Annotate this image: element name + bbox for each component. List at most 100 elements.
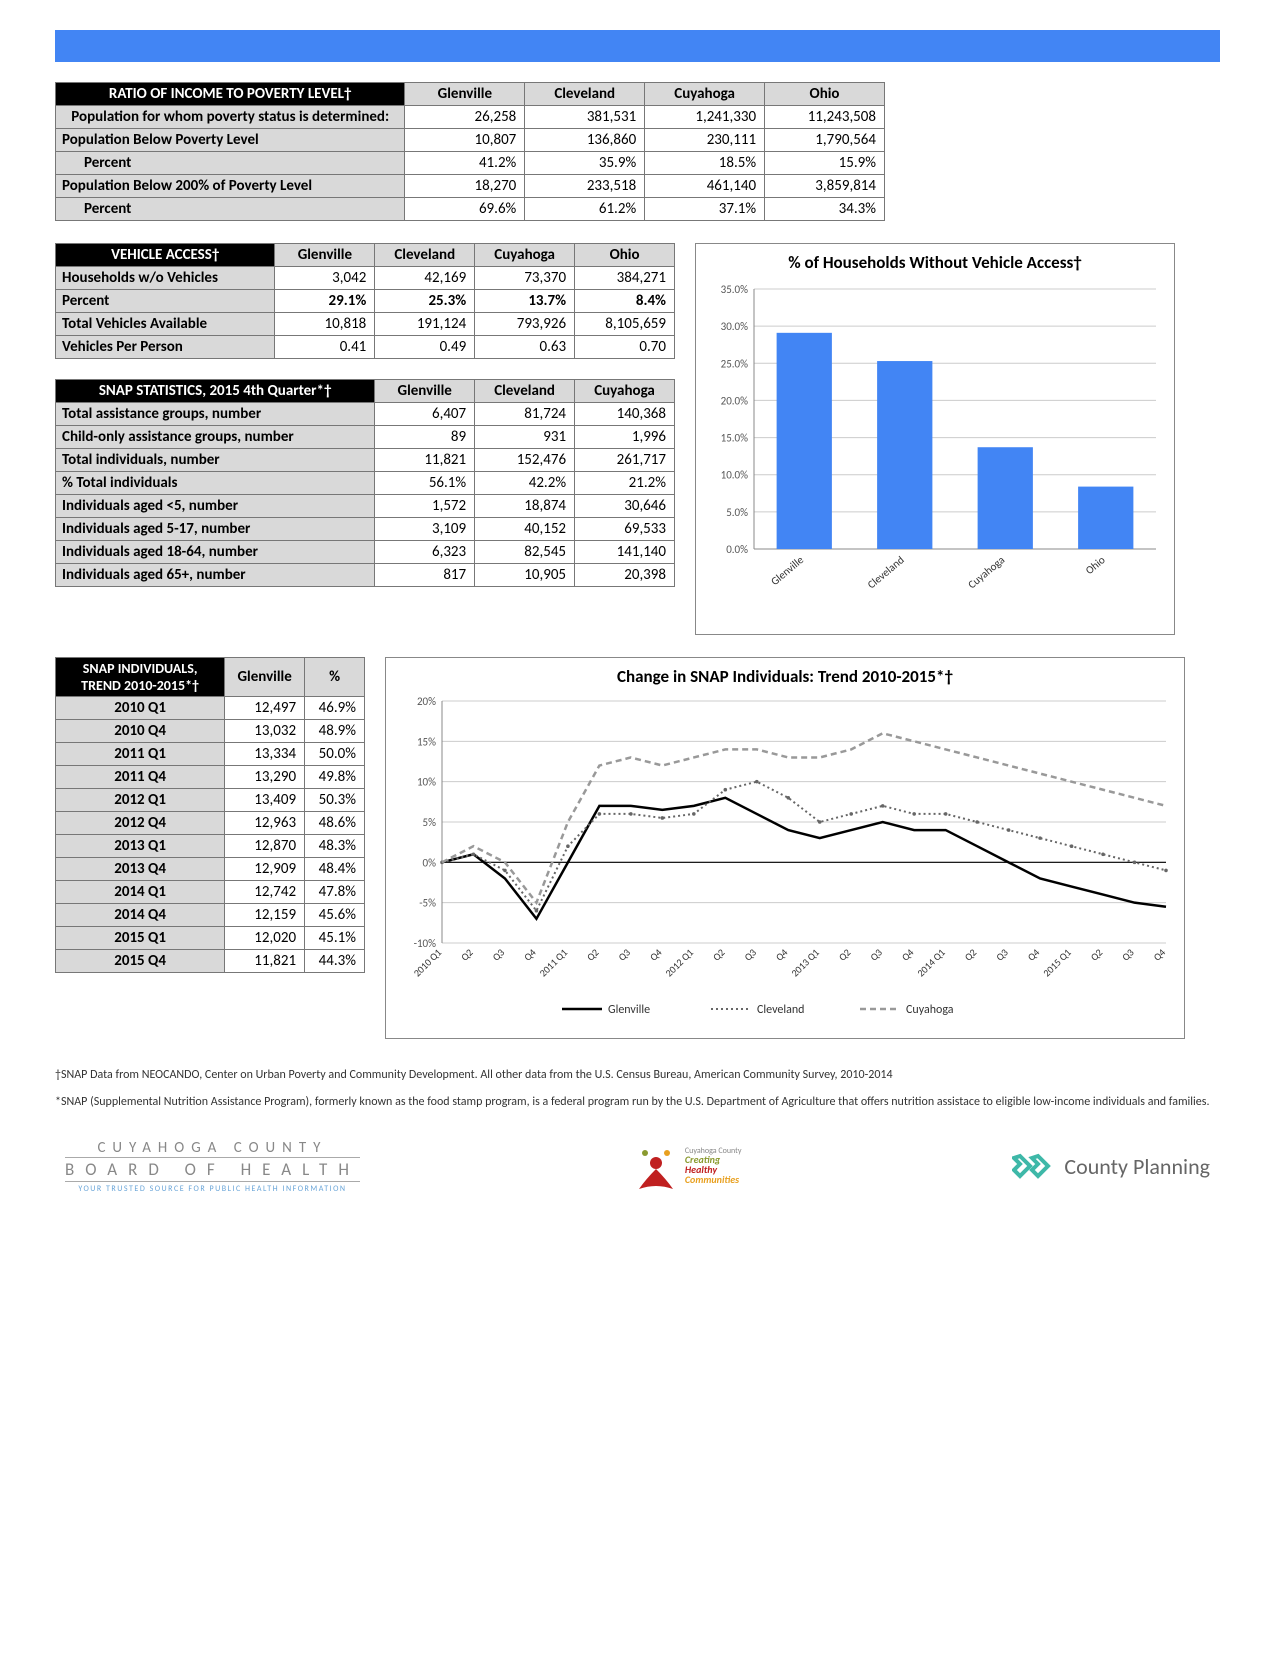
- poverty-table-section: RATIO OF INCOME TO POVERTY LEVEL† Glenvi…: [55, 82, 1220, 221]
- svg-text:35.0%: 35.0%: [721, 283, 749, 296]
- table-row: Population Below Poverty Level 10,807 13…: [56, 129, 885, 152]
- svg-text:2011 Q1: 2011 Q1: [537, 946, 570, 979]
- creating-healthy-icon: [631, 1141, 681, 1191]
- svg-text:Q4: Q4: [521, 946, 539, 964]
- svg-text:5%: 5%: [423, 816, 437, 829]
- svg-text:Q3: Q3: [615, 946, 633, 964]
- top-blue-bar: [55, 30, 1220, 62]
- table-row: Population Below 200% of Poverty Level 1…: [56, 175, 885, 198]
- bar-chart: 0.0% 5.0% 10.0% 15.0% 20.0% 25.0% 30.0% 35.0% Gl…: [706, 279, 1166, 619]
- table-row: Percent 41.2% 35.9% 18.5% 15.9%: [56, 152, 885, 175]
- svg-text:10%: 10%: [417, 776, 436, 789]
- svg-text:Cleveland: Cleveland: [865, 553, 907, 591]
- table-row: Percent29.1%25.3%13.7%8.4%: [56, 290, 675, 313]
- col-cleveland: Cleveland: [525, 83, 645, 106]
- table-row: 2012 Q412,96348.6%: [56, 812, 365, 835]
- table-row: Individuals aged <5, number1,57218,87430…: [56, 495, 675, 518]
- vehicle-table: VEHICLE ACCESS† Glenville Cleveland Cuya…: [55, 243, 675, 359]
- table-row: % Total individuals56.1%42.2%21.2%: [56, 472, 675, 495]
- table-row: 2015 Q112,02045.1%: [56, 927, 365, 950]
- svg-text:Ohio: Ohio: [1083, 553, 1108, 577]
- table-row: Percent 69.6% 61.2% 37.1% 34.3%: [56, 198, 885, 221]
- poverty-first-label: Population for whom poverty status is de…: [56, 106, 405, 129]
- table-row: Total assistance groups, number6,40781,7…: [56, 403, 675, 426]
- table-row: Total Vehicles Available10,818191,124793…: [56, 313, 675, 336]
- svg-text:Q2: Q2: [1088, 946, 1106, 964]
- table-row: 2015 Q411,82144.3%: [56, 950, 365, 973]
- trend-row: SNAP INDIVIDUALS, TREND 2010-2015*† Glen…: [55, 657, 1220, 1039]
- poverty-table: RATIO OF INCOME TO POVERTY LEVEL† Glenvi…: [55, 82, 885, 221]
- footnote-1: †SNAP Data from NEOCANDO, Center on Urba…: [55, 1067, 1220, 1084]
- svg-text:2010 Q1: 2010 Q1: [411, 946, 444, 979]
- col-glenville: Glenville: [405, 83, 525, 106]
- svg-text:Q3: Q3: [490, 946, 508, 964]
- svg-text:Q4: Q4: [899, 946, 917, 964]
- svg-text:Q4: Q4: [1025, 946, 1043, 964]
- col-cuyahoga: Cuyahoga: [645, 83, 765, 106]
- svg-text:Q3: Q3: [1119, 946, 1137, 964]
- table-row: Child-only assistance groups, number8993…: [56, 426, 675, 449]
- table-row: 2011 Q413,29049.8%: [56, 766, 365, 789]
- table-row: Households w/o Vehicles3,04242,16973,370…: [56, 267, 675, 290]
- vehicle-title: VEHICLE ACCESS†: [56, 244, 275, 267]
- svg-text:Q2: Q2: [458, 946, 476, 964]
- bar-chart-container: % of Households Without Vehicle Access† …: [695, 243, 1175, 635]
- svg-text:0%: 0%: [423, 856, 437, 869]
- svg-text:15%: 15%: [417, 735, 436, 748]
- svg-text:5.0%: 5.0%: [726, 506, 748, 519]
- svg-text:Q3: Q3: [867, 946, 885, 964]
- logo-board-of-health: CUYAHOGA COUNTY BOARD OF HEALTH YOUR TRU…: [65, 1139, 360, 1194]
- svg-text:10.0%: 10.0%: [721, 469, 749, 482]
- svg-text:15.0%: 15.0%: [721, 432, 749, 445]
- bar-chart-title: % of Households Without Vehicle Access†: [706, 252, 1164, 273]
- logo-county-planning: County Planning: [1012, 1148, 1210, 1184]
- line-chart-title: Change in SNAP Individuals: Trend 2010-2…: [396, 666, 1174, 687]
- svg-text:Q4: Q4: [647, 946, 665, 964]
- table-row: 2013 Q412,90948.4%: [56, 858, 365, 881]
- svg-text:Glenville: Glenville: [768, 553, 806, 588]
- trend-table: SNAP INDIVIDUALS, TREND 2010-2015*† Glen…: [55, 657, 365, 973]
- svg-text:25.0%: 25.0%: [721, 357, 749, 370]
- table-row: 2014 Q112,74247.8%: [56, 881, 365, 904]
- svg-text:Q3: Q3: [993, 946, 1011, 964]
- table-row: 2011 Q113,33450.0%: [56, 743, 365, 766]
- svg-text:30.0%: 30.0%: [721, 320, 749, 333]
- svg-text:Cuyahoga: Cuyahoga: [965, 553, 1007, 591]
- table-row: 2013 Q112,87048.3%: [56, 835, 365, 858]
- table-row: 2010 Q112,49746.9%: [56, 697, 365, 720]
- footnote-2: *SNAP (Supplemental Nutrition Assistance…: [55, 1094, 1220, 1111]
- svg-text:Q2: Q2: [710, 946, 728, 964]
- svg-text:Q4: Q4: [1151, 946, 1169, 964]
- svg-text:Q2: Q2: [962, 946, 980, 964]
- chain-icon: [1012, 1148, 1056, 1184]
- logos-row: CUYAHOGA COUNTY BOARD OF HEALTH YOUR TRU…: [55, 1139, 1220, 1194]
- col-ohio: Ohio: [765, 83, 885, 106]
- svg-text:Cleveland: Cleveland: [757, 1003, 804, 1017]
- table-row: Total individuals, number11,821152,47626…: [56, 449, 675, 472]
- svg-text:Q2: Q2: [836, 946, 854, 964]
- svg-text:Q2: Q2: [584, 946, 602, 964]
- svg-text:2014 Q1: 2014 Q1: [914, 946, 947, 979]
- snap-title: SNAP STATISTICS, 2015 4th Quarter*†: [56, 380, 375, 403]
- svg-text:20.0%: 20.0%: [721, 394, 749, 407]
- table-row: Individuals aged 65+, number81710,90520,…: [56, 564, 675, 587]
- svg-text:0.0%: 0.0%: [726, 543, 748, 556]
- svg-text:2015 Q1: 2015 Q1: [1040, 946, 1073, 979]
- svg-text:Cuyahoga: Cuyahoga: [906, 1003, 954, 1017]
- table-row: Vehicles Per Person0.410.490.630.70: [56, 336, 675, 359]
- logo-creating-healthy: Cuyahoga County Creating Healthy Communi…: [631, 1141, 742, 1191]
- table-row: Individuals aged 5-17, number3,10940,152…: [56, 518, 675, 541]
- table-row: 2014 Q412,15945.6%: [56, 904, 365, 927]
- table-row: 2010 Q413,03248.9%: [56, 720, 365, 743]
- svg-text:20%: 20%: [417, 695, 436, 708]
- line-chart-container: Change in SNAP Individuals: Trend 2010-2…: [385, 657, 1185, 1039]
- svg-text:2013 Q1: 2013 Q1: [788, 946, 821, 979]
- svg-text:-5%: -5%: [419, 897, 436, 910]
- poverty-title: RATIO OF INCOME TO POVERTY LEVEL†: [56, 83, 405, 106]
- trend-title: SNAP INDIVIDUALS, TREND 2010-2015*†: [56, 658, 225, 697]
- snap-table: SNAP STATISTICS, 2015 4th Quarter*† Glen…: [55, 379, 675, 587]
- vehicle-snap-row: VEHICLE ACCESS† Glenville Cleveland Cuya…: [55, 243, 1220, 635]
- svg-text:Q3: Q3: [741, 946, 759, 964]
- table-row: Individuals aged 18-64, number6,32382,54…: [56, 541, 675, 564]
- table-row: 2012 Q113,40950.3%: [56, 789, 365, 812]
